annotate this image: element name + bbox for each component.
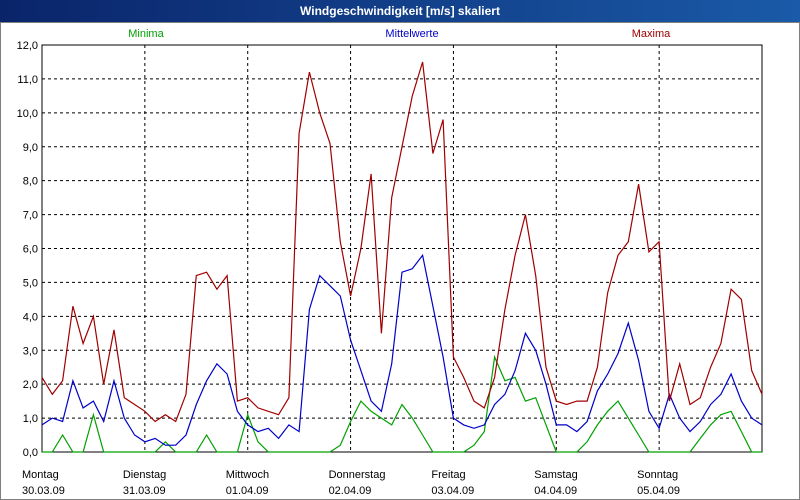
y-tick-label: 12,0 bbox=[17, 40, 38, 52]
x-tick-day: Freitag bbox=[431, 469, 465, 481]
y-tick-label: 1,0 bbox=[23, 413, 38, 425]
y-tick-label: 0,0 bbox=[23, 447, 38, 459]
y-tick-label: 4,0 bbox=[23, 311, 38, 323]
x-tick-date: 31.03.09 bbox=[123, 485, 166, 497]
y-tick-label: 2,0 bbox=[23, 379, 38, 391]
y-tick-label: 11,0 bbox=[17, 74, 38, 86]
chart-title: Windgeschwindigkeit [m/s] skaliert bbox=[0, 0, 800, 22]
legend-mittelwerte: Mittelwerte bbox=[385, 28, 438, 40]
x-tick-date: 03.04.09 bbox=[431, 485, 474, 497]
legend-minima: Minima bbox=[128, 28, 164, 40]
y-tick-label: 6,0 bbox=[23, 244, 38, 256]
y-tick-label: 5,0 bbox=[23, 277, 38, 289]
x-tick-date: 01.04.09 bbox=[226, 485, 269, 497]
x-tick-day: Donnerstag bbox=[329, 469, 386, 481]
y-tick-label: 9,0 bbox=[23, 142, 38, 154]
x-tick-date: 30.03.09 bbox=[22, 485, 65, 497]
series-line-minima bbox=[42, 354, 762, 453]
y-tick-label: 7,0 bbox=[23, 210, 38, 222]
x-tick-date: 04.04.09 bbox=[534, 485, 577, 497]
y-tick-label: 10,0 bbox=[17, 108, 38, 120]
chart-canvas: 0,0 1,0 2,0 3,0 4,0 5,0 6,0 7,0 8,0 9,0 10,0 11,0 12… bbox=[17, 28, 763, 497]
x-tick-day: Dienstag bbox=[123, 469, 166, 481]
x-tick-day: Sonntag bbox=[637, 469, 678, 481]
series-line-maxima bbox=[41, 61, 763, 423]
y-tick-label: 8,0 bbox=[23, 176, 38, 188]
y-tick-label: 3,0 bbox=[23, 345, 38, 357]
series-line-mittelwerte bbox=[41, 253, 763, 446]
x-tick-day: Mittwoch bbox=[226, 469, 269, 481]
legend-maxima: Maxima bbox=[632, 28, 671, 40]
x-tick-day: Montag bbox=[22, 469, 59, 481]
x-tick-date: 02.04.09 bbox=[329, 485, 372, 497]
x-tick-day: Samstag bbox=[534, 469, 577, 481]
x-tick-date: 05.04.09 bbox=[637, 485, 680, 497]
